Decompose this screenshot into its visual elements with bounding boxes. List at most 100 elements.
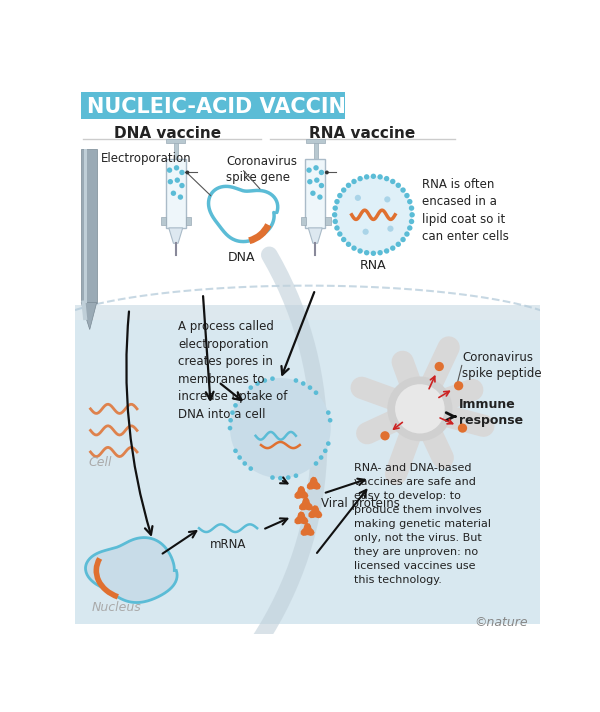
Circle shape [454, 381, 463, 390]
Circle shape [325, 171, 329, 174]
Circle shape [395, 241, 401, 247]
Circle shape [334, 225, 340, 231]
Circle shape [458, 424, 467, 433]
Circle shape [390, 179, 395, 184]
FancyBboxPatch shape [81, 92, 344, 120]
Circle shape [395, 182, 401, 188]
Circle shape [326, 410, 331, 415]
Circle shape [319, 169, 324, 175]
Circle shape [346, 241, 351, 247]
FancyBboxPatch shape [174, 142, 178, 160]
FancyBboxPatch shape [81, 149, 97, 303]
Circle shape [400, 237, 406, 242]
Circle shape [178, 194, 183, 200]
Circle shape [179, 183, 185, 188]
Circle shape [310, 191, 316, 196]
Circle shape [278, 476, 283, 481]
Circle shape [255, 381, 260, 386]
Circle shape [237, 455, 242, 460]
Text: RNA- and DNA-based
vaccines are safe and
easy to develop: to
produce them involv: RNA- and DNA-based vaccines are safe and… [354, 463, 491, 585]
Circle shape [174, 165, 179, 171]
Circle shape [377, 250, 383, 256]
Circle shape [314, 177, 320, 183]
Text: RNA: RNA [360, 259, 386, 273]
Circle shape [371, 251, 376, 256]
Text: Coronavirus
spike peptide: Coronavirus spike peptide [463, 351, 542, 380]
Circle shape [248, 385, 253, 390]
Circle shape [341, 237, 346, 242]
Circle shape [434, 362, 444, 371]
Circle shape [328, 418, 332, 422]
Text: Electroporation: Electroporation [101, 152, 191, 165]
Circle shape [335, 177, 412, 253]
FancyBboxPatch shape [166, 139, 185, 143]
Circle shape [337, 193, 343, 198]
Circle shape [358, 176, 363, 182]
Circle shape [179, 169, 185, 175]
Circle shape [404, 231, 410, 237]
Circle shape [307, 167, 312, 173]
Circle shape [377, 174, 383, 179]
Circle shape [390, 246, 395, 251]
Circle shape [384, 176, 389, 182]
Circle shape [233, 449, 238, 453]
Circle shape [358, 248, 363, 253]
Circle shape [233, 403, 238, 408]
Circle shape [314, 390, 319, 395]
Circle shape [317, 194, 323, 200]
Text: Viral proteins: Viral proteins [322, 497, 400, 510]
Text: DNA vaccine: DNA vaccine [115, 126, 221, 141]
Circle shape [351, 246, 357, 251]
Circle shape [384, 197, 391, 202]
Circle shape [388, 226, 394, 231]
Circle shape [355, 195, 361, 201]
Circle shape [388, 377, 452, 441]
Circle shape [346, 182, 351, 188]
FancyBboxPatch shape [305, 159, 325, 228]
FancyBboxPatch shape [301, 217, 306, 225]
Text: mRNA: mRNA [209, 538, 246, 551]
FancyBboxPatch shape [166, 159, 186, 228]
FancyBboxPatch shape [75, 320, 540, 624]
Circle shape [270, 475, 275, 480]
Circle shape [409, 212, 415, 217]
Text: ©nature: ©nature [475, 617, 529, 629]
Circle shape [332, 206, 338, 211]
Circle shape [307, 179, 313, 184]
Circle shape [228, 418, 233, 422]
Circle shape [323, 449, 328, 453]
Circle shape [230, 378, 331, 478]
FancyBboxPatch shape [75, 305, 540, 335]
Circle shape [175, 177, 180, 183]
Circle shape [313, 165, 319, 171]
Text: RNA vaccine: RNA vaccine [308, 126, 415, 141]
Polygon shape [301, 523, 314, 535]
Circle shape [407, 199, 413, 204]
Circle shape [341, 187, 346, 193]
FancyBboxPatch shape [314, 142, 317, 160]
Circle shape [230, 410, 235, 415]
Circle shape [242, 461, 247, 466]
Text: Coronavirus
spike gene: Coronavirus spike gene [226, 155, 297, 184]
Circle shape [167, 167, 172, 173]
Circle shape [326, 441, 331, 446]
Circle shape [364, 250, 370, 256]
Circle shape [380, 431, 389, 441]
Circle shape [301, 381, 305, 386]
FancyBboxPatch shape [306, 139, 325, 143]
Circle shape [319, 183, 324, 188]
Text: Nucleus: Nucleus [92, 601, 142, 614]
Circle shape [314, 461, 319, 466]
Text: Cell: Cell [89, 456, 112, 469]
Circle shape [364, 174, 370, 179]
Circle shape [334, 199, 340, 204]
Circle shape [409, 219, 414, 224]
Circle shape [409, 206, 414, 211]
Circle shape [171, 191, 176, 196]
Circle shape [248, 466, 253, 471]
Circle shape [371, 174, 376, 179]
Circle shape [262, 378, 267, 383]
Circle shape [404, 193, 410, 198]
Circle shape [227, 426, 232, 430]
Polygon shape [295, 487, 308, 498]
